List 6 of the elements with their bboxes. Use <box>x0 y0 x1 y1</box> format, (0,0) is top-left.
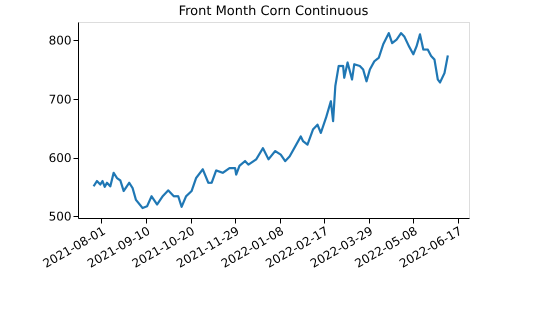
y-tick-label: 500 <box>48 210 72 224</box>
y-tick-label: 600 <box>48 151 72 166</box>
chart-title: Front Month Corn Continuous <box>178 4 369 19</box>
line-series <box>92 32 449 210</box>
y-tick-label: 700 <box>48 92 72 106</box>
y-tick-label: 800 <box>48 34 72 48</box>
